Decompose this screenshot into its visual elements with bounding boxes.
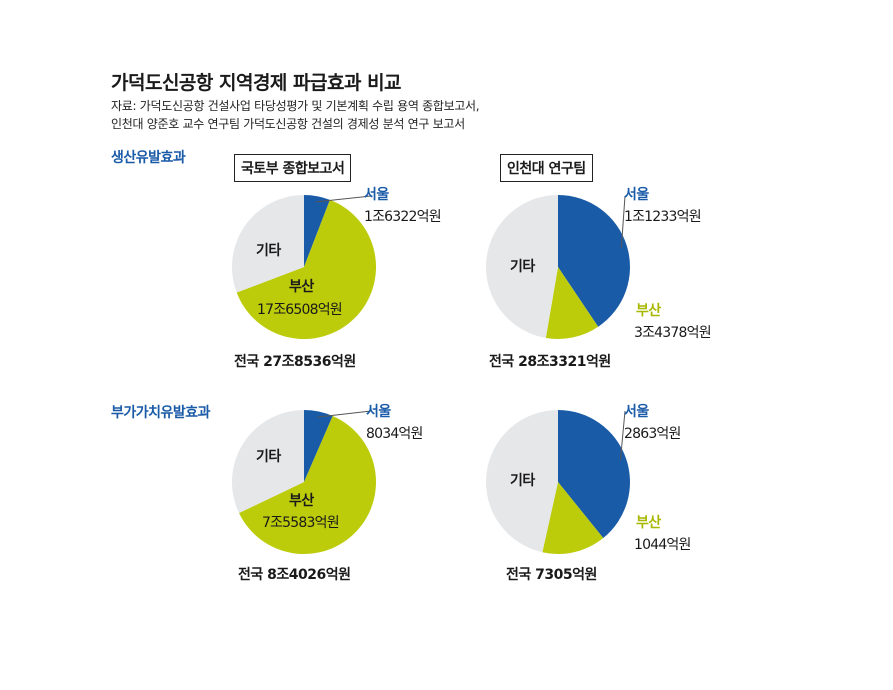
pie3-other-slice (232, 410, 304, 513)
pie3-busan-value: 7조5583억원 (262, 515, 340, 531)
pie-chart-value-added-molit (232, 410, 376, 554)
pie1-busan-label: 부산 (289, 279, 314, 295)
pie2-seoul-slice (558, 195, 630, 327)
chart-title: 가덕도신공항 지역경제 파급효과 비교 (111, 72, 402, 94)
pie1-busan-slice (236, 199, 376, 339)
pie4-busan-slice (542, 482, 604, 554)
pie3-busan-slice (239, 415, 376, 554)
pie3-seoul-label: 서울 (366, 404, 391, 420)
pie1-other-label: 기타 (256, 243, 281, 259)
pie3-seoul-slice (304, 410, 333, 482)
pie2-busan-value: 3조4378억원 (634, 325, 712, 341)
pie4-seoul-value: 2863억원 (624, 426, 681, 442)
pie1-seoul-slice (304, 195, 330, 267)
pie2-other-label: 기타 (510, 259, 535, 275)
section-label-value-added: 부가가치유발효과 (111, 405, 211, 421)
pie1-seoul-label: 서울 (364, 187, 389, 203)
pie2-seoul-label: 서울 (624, 187, 649, 203)
pie1-seoul-value: 1조6322억원 (364, 209, 442, 225)
pie1-total: 전국 27조8536억원 (234, 354, 356, 370)
pie4-busan-label: 부산 (636, 515, 661, 531)
pie1-seoul-leader-line (316, 195, 372, 203)
pie1-busan-value: 17조6508억원 (257, 302, 343, 318)
source-line-2: 인천대 양준호 교수 연구팀 가덕도신공항 건설의 경제성 분석 연구 보고서 (111, 117, 465, 131)
pie3-busan-label: 부산 (289, 493, 314, 509)
pie2-total: 전국 28조3321억원 (489, 354, 611, 370)
pie4-seoul-leader-line (619, 410, 626, 460)
pie2-seoul-value: 1조1233억원 (624, 209, 702, 225)
pie4-seoul-slice (558, 410, 630, 539)
section-label-production: 생산유발효과 (111, 150, 186, 166)
column-label-molit: 국토부 종합보고서 (234, 154, 352, 182)
pie4-other-slice (486, 410, 558, 553)
pie2-busan-label: 부산 (636, 303, 661, 319)
pie4-busan-value: 1044억원 (634, 537, 691, 553)
pie-chart-production-incheon (486, 195, 630, 339)
pie4-total: 전국 7305억원 (506, 567, 597, 583)
pie2-seoul-leader-line (620, 195, 626, 248)
source-line-1: 자료: 가덕도신공항 건설사업 타당성평가 및 기본계획 수립 용역 종합보고서… (111, 99, 480, 113)
pie4-other-label: 기타 (510, 473, 535, 489)
pie-chart-production-molit (231, 195, 376, 339)
pie2-busan-slice (545, 267, 599, 339)
pie3-seoul-leader-line (317, 410, 372, 418)
column-label-incheon: 인천대 연구팀 (500, 154, 593, 182)
pie3-other-label: 기타 (256, 449, 281, 465)
pie3-seoul-value: 8034억원 (366, 426, 423, 442)
pie1-other-slice (231, 195, 304, 293)
pie4-seoul-label: 서울 (624, 404, 649, 420)
pie2-other-slice (486, 195, 558, 338)
pie-chart-value-added-incheon (486, 410, 630, 554)
pie3-total: 전국 8조4026억원 (238, 567, 351, 583)
